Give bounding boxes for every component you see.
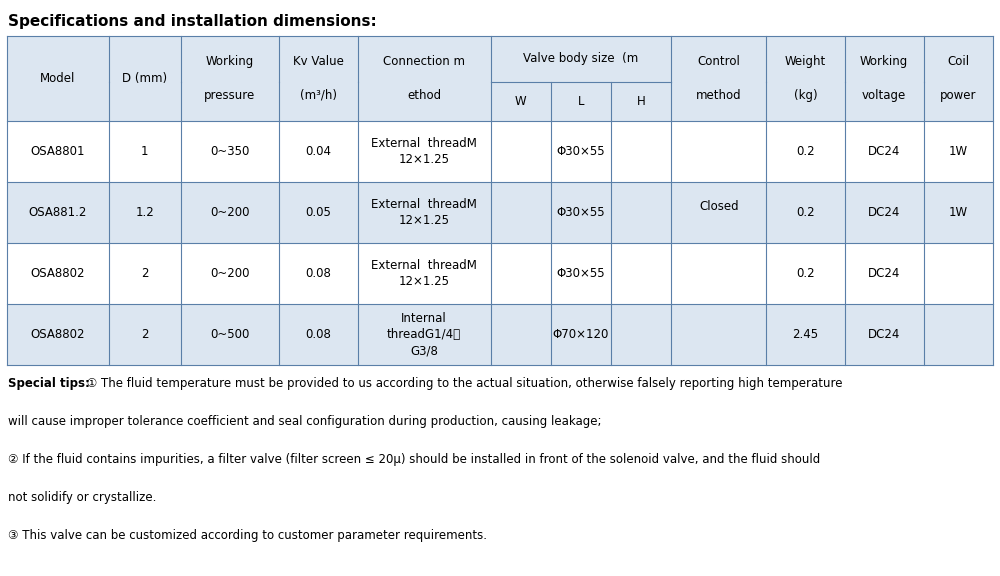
Bar: [7, 121, 993, 182]
Text: Model: Model: [40, 72, 76, 85]
Text: ③ This valve can be customized according to customer parameter requirements.: ③ This valve can be customized according…: [8, 529, 487, 542]
Text: Internal
threadG1/4或
G3/8: Internal threadG1/4或 G3/8: [387, 312, 461, 357]
Text: Control

method: Control method: [696, 55, 742, 102]
Bar: [7, 36, 993, 121]
Text: Working

pressure: Working pressure: [204, 55, 255, 102]
Text: 0.2: 0.2: [796, 206, 815, 219]
Text: DC24: DC24: [868, 267, 900, 280]
Text: will cause improper tolerance coefficient and seal configuration during producti: will cause improper tolerance coefficien…: [8, 415, 602, 428]
Text: 0.08: 0.08: [305, 328, 331, 341]
Text: D (mm): D (mm): [122, 72, 167, 85]
Bar: [7, 182, 993, 243]
Text: 2: 2: [141, 267, 148, 280]
Bar: [7, 243, 993, 304]
Text: 2.45: 2.45: [792, 328, 819, 341]
Text: W: W: [515, 95, 527, 108]
Text: Coil

power: Coil power: [940, 55, 977, 102]
Text: Φ30×55: Φ30×55: [557, 145, 605, 158]
Text: 0~350: 0~350: [210, 145, 249, 158]
Text: 0~500: 0~500: [210, 328, 249, 341]
Text: ① The fluid temperature must be provided to us according to the actual situation: ① The fluid temperature must be provided…: [83, 377, 843, 390]
Text: OSA8801: OSA8801: [31, 145, 85, 158]
Text: DC24: DC24: [868, 145, 900, 158]
Text: Connection m

ethod: Connection m ethod: [383, 55, 465, 102]
Text: 0~200: 0~200: [210, 267, 250, 280]
Text: ② If the fluid contains impurities, a filter valve (filter screen ≤ 20μ) should : ② If the fluid contains impurities, a fi…: [8, 453, 820, 466]
Text: OSA8802: OSA8802: [31, 328, 85, 341]
Text: OSA881.2: OSA881.2: [29, 206, 87, 219]
Text: 1W: 1W: [949, 206, 968, 219]
Text: OSA8802: OSA8802: [31, 267, 85, 280]
Text: Special tips:: Special tips:: [8, 377, 90, 390]
Text: Working

voltage: Working voltage: [860, 55, 908, 102]
Text: Closed: Closed: [699, 200, 739, 213]
Text: H: H: [637, 95, 646, 108]
Text: Φ30×55: Φ30×55: [557, 206, 605, 219]
Text: L: L: [578, 95, 584, 108]
Text: Φ30×55: Φ30×55: [557, 267, 605, 280]
Text: 1.2: 1.2: [135, 206, 154, 219]
Text: DC24: DC24: [868, 328, 900, 341]
Text: Kv Value

(m³/h): Kv Value (m³/h): [293, 55, 344, 102]
Bar: [7, 304, 993, 365]
Text: External  threadM
12×1.25: External threadM 12×1.25: [371, 198, 477, 227]
Text: 2: 2: [141, 328, 148, 341]
Text: 1: 1: [141, 145, 148, 158]
Text: 0.08: 0.08: [305, 267, 331, 280]
Text: 0~200: 0~200: [210, 206, 250, 219]
Text: 1W: 1W: [949, 145, 968, 158]
Text: Φ70×120: Φ70×120: [553, 328, 609, 341]
Text: not solidify or crystallize.: not solidify or crystallize.: [8, 491, 156, 504]
Text: 0.2: 0.2: [796, 145, 815, 158]
Text: Specifications and installation dimensions:: Specifications and installation dimensio…: [8, 14, 377, 29]
Text: DC24: DC24: [868, 206, 900, 219]
Text: External  threadM
12×1.25: External threadM 12×1.25: [371, 259, 477, 288]
Text: 0.04: 0.04: [305, 145, 331, 158]
Text: 0.05: 0.05: [305, 206, 331, 219]
Text: External  threadM
12×1.25: External threadM 12×1.25: [371, 137, 477, 166]
Text: 0.2: 0.2: [796, 267, 815, 280]
Text: Weight

(kg): Weight (kg): [785, 55, 826, 102]
Text: Valve body size  (m: Valve body size (m: [523, 52, 639, 66]
